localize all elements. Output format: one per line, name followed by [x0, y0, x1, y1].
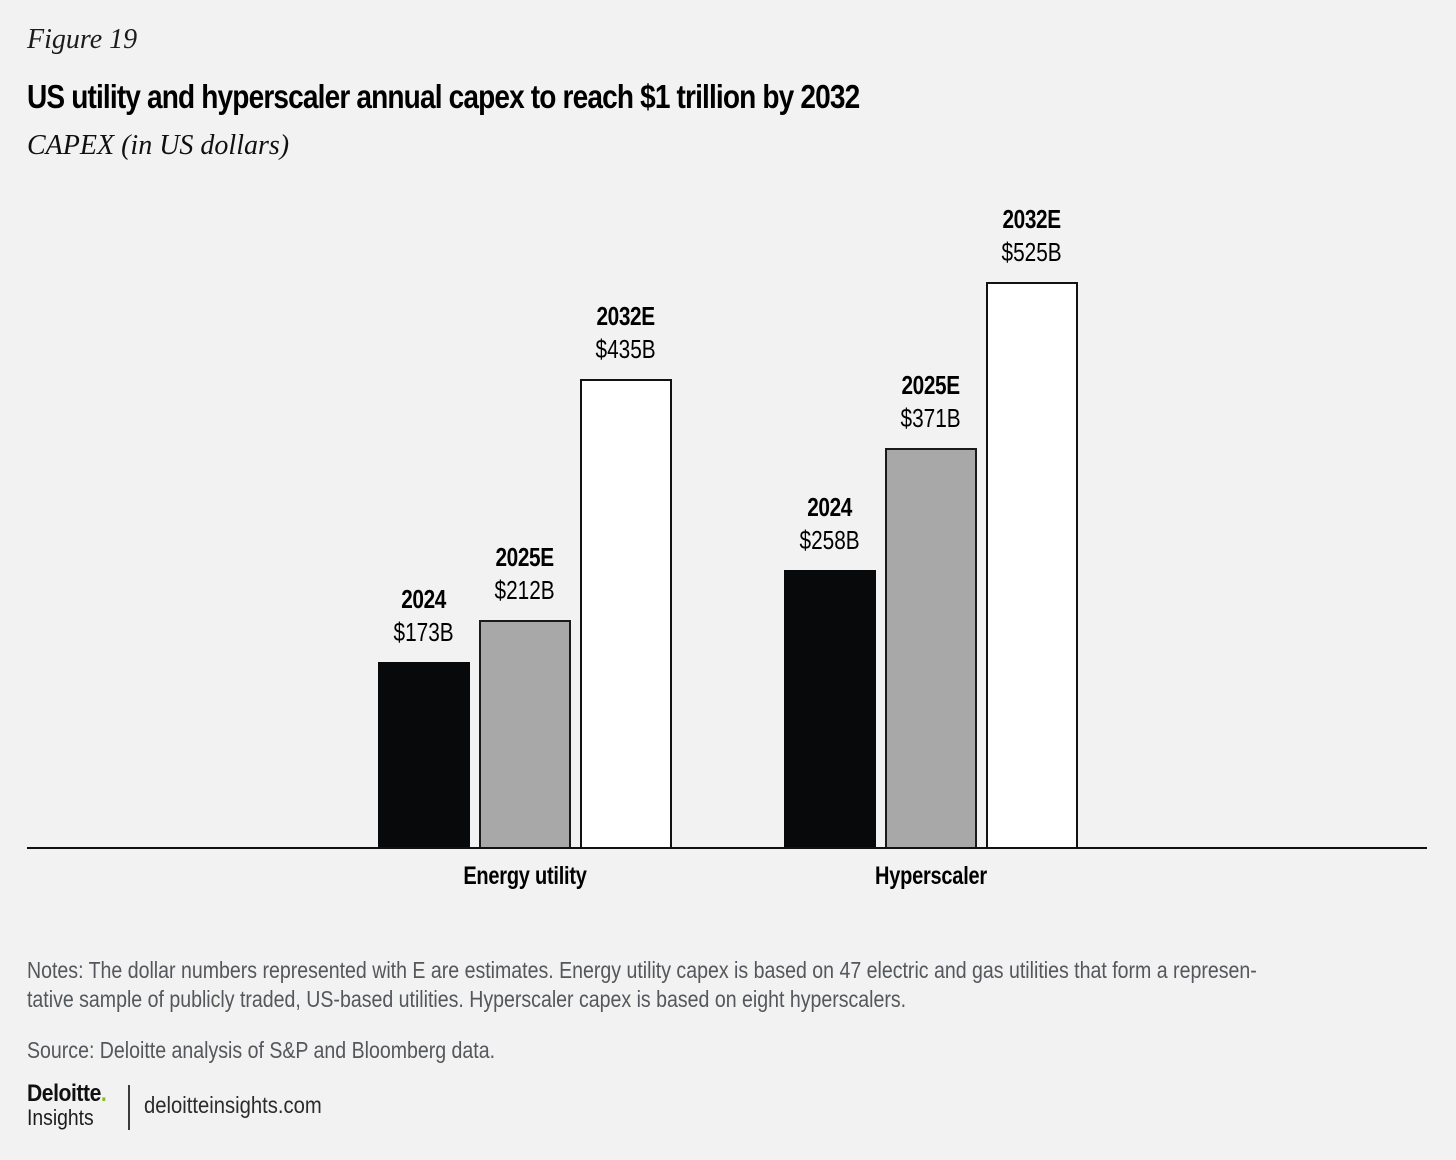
chart-subtitle: CAPEX (in US dollars)	[27, 130, 290, 161]
bar-year-label: 2024	[401, 584, 447, 614]
footer-website: deloitteinsights.com	[144, 1092, 322, 1118]
bar-value-label: $525B	[1001, 237, 1063, 267]
bar-2032e-energy-utility	[580, 379, 672, 849]
figure-label: Figure 19	[27, 24, 138, 55]
bar-2032e-hyperscaler	[986, 282, 1078, 849]
bar-value-label: $173B	[393, 617, 455, 647]
bar-value-label: $371B	[900, 403, 962, 433]
footer-divider	[128, 1085, 130, 1130]
bar-year-label: 2025E	[495, 542, 555, 572]
bar-data-label: 2032E $435B	[596, 300, 656, 366]
bar-group-energy-utility: 2024 $173B 2025E $212B 2032E $435B	[378, 300, 672, 849]
bar-column-2025e-hyperscaler: 2025E $371B	[885, 369, 977, 849]
notes-line-2: tative sample of publicly traded, US-bas…	[27, 985, 907, 1012]
deloitte-wordmark: Deloitte.	[27, 1080, 107, 1107]
deloitte-green-dot: .	[100, 1080, 107, 1107]
bar-group-hyperscaler: 2024 $258B 2025E $371B 2032E $525B	[784, 203, 1078, 849]
bar-column-2032e-hyperscaler: 2032E $525B	[986, 203, 1078, 849]
source-text: Source: Deloitte analysis of S&P and Blo…	[27, 1037, 496, 1063]
bar-data-label: 2024 $173B	[394, 583, 454, 649]
category-label-energy-utility: Energy utility	[463, 862, 587, 890]
bar-value-label: $212B	[494, 575, 556, 605]
deloitte-insights-logo: Deloitte. Insights	[27, 1080, 107, 1130]
bar-data-label: 2025E $371B	[901, 369, 961, 435]
bar-year-label: 2032E	[1002, 204, 1062, 234]
bar-data-label: 2032E $525B	[1002, 203, 1062, 269]
bar-year-label: 2025E	[901, 370, 961, 400]
chart-title: US utility and hyperscaler annual capex …	[27, 78, 860, 115]
bar-year-label: 2032E	[596, 301, 656, 331]
bar-column-2024-energy-utility: 2024 $173B	[378, 583, 470, 849]
bar-2024-energy-utility	[378, 662, 470, 849]
x-axis-line	[27, 847, 1427, 849]
bar-data-label: 2025E $212B	[495, 541, 555, 607]
bar-2025e-hyperscaler	[885, 448, 977, 849]
bar-column-2032e-energy-utility: 2032E $435B	[580, 300, 672, 849]
bar-value-label: $258B	[799, 525, 861, 555]
bar-2025e-energy-utility	[479, 620, 571, 849]
bar-value-label: $435B	[595, 334, 657, 364]
bar-column-2024-hyperscaler: 2024 $258B	[784, 491, 876, 849]
bar-2024-hyperscaler	[784, 570, 876, 849]
notes-line-1: Notes: The dollar numbers represented wi…	[27, 957, 1257, 983]
bar-data-label: 2024 $258B	[800, 491, 860, 557]
insights-wordmark: Insights	[27, 1105, 94, 1130]
category-label-hyperscaler: Hyperscaler	[875, 862, 987, 890]
bar-year-label: 2024	[807, 492, 853, 522]
bar-column-2025e-energy-utility: 2025E $212B	[479, 541, 571, 849]
notes-text: Notes: The dollar numbers represented wi…	[27, 956, 1257, 1013]
